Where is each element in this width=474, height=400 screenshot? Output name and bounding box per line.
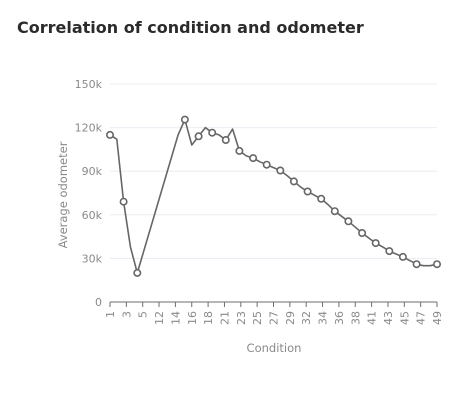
data-point[interactable]	[303, 187, 312, 196]
x-tick-label: 14	[169, 311, 182, 325]
x-tick-label: 18	[202, 311, 215, 325]
y-axis-label: Average odometer	[56, 141, 70, 248]
data-point[interactable]	[235, 146, 244, 155]
data-point[interactable]	[398, 252, 407, 261]
data-point[interactable]	[249, 154, 258, 163]
data-point[interactable]	[344, 217, 353, 226]
data-point[interactable]	[221, 136, 230, 145]
data-point[interactable]	[371, 239, 380, 248]
data-point[interactable]	[432, 260, 441, 269]
data-point[interactable]	[317, 194, 326, 203]
x-tick-label: 32	[300, 311, 313, 325]
data-point[interactable]	[208, 128, 217, 137]
x-tick-label: 27	[268, 311, 281, 325]
data-point[interactable]	[133, 268, 142, 277]
x-tick-label: 3	[120, 311, 133, 318]
y-tick-label: 30k	[82, 252, 103, 265]
series-layer	[106, 115, 441, 277]
x-tick-label: 29	[284, 311, 297, 325]
x-tick-label: 47	[415, 311, 428, 325]
x-tick-label: 23	[235, 311, 248, 325]
x-axis-ticks: 1 3 5 12 14 16 18 21 23 25 27 29 32 34 36 38 41 43 45 47 49	[104, 302, 444, 325]
y-tick-label: 150k	[75, 78, 103, 91]
x-tick-label: 38	[349, 311, 362, 325]
x-tick-label: 49	[431, 311, 444, 325]
y-tick-label: 0	[95, 296, 102, 309]
x-tick-label: 5	[137, 311, 150, 318]
y-axis-ticks: 0 30k 60k 90k 120k 150k	[75, 78, 103, 309]
y-tick-label: 90k	[82, 165, 103, 178]
data-point[interactable]	[289, 177, 298, 186]
x-tick-label: 41	[366, 311, 379, 325]
x-tick-label: 12	[153, 311, 166, 325]
y-tick-label: 120k	[75, 122, 103, 135]
data-point[interactable]	[262, 160, 271, 169]
grid-lines	[110, 83, 437, 259]
x-tick-label: 21	[218, 311, 231, 325]
y-tick-label: 60k	[82, 209, 103, 222]
chart-title: Correlation of condition and odometer	[17, 18, 364, 37]
x-tick-label: 1	[104, 311, 117, 318]
x-tick-label: 34	[317, 311, 330, 325]
x-tick-label: 16	[186, 311, 199, 325]
data-point[interactable]	[385, 247, 394, 256]
data-point[interactable]	[276, 166, 285, 175]
data-point[interactable]	[412, 260, 421, 269]
data-point[interactable]	[180, 115, 189, 124]
data-point[interactable]	[194, 132, 203, 141]
data-point[interactable]	[106, 130, 115, 139]
data-point[interactable]	[358, 229, 367, 238]
x-tick-label: 45	[398, 311, 411, 325]
x-axis-label: Condition	[247, 341, 302, 355]
data-point[interactable]	[119, 197, 128, 206]
data-point[interactable]	[330, 207, 339, 216]
x-tick-label: 36	[333, 311, 346, 325]
x-tick-label: 43	[382, 311, 395, 325]
x-tick-label: 25	[251, 311, 264, 325]
